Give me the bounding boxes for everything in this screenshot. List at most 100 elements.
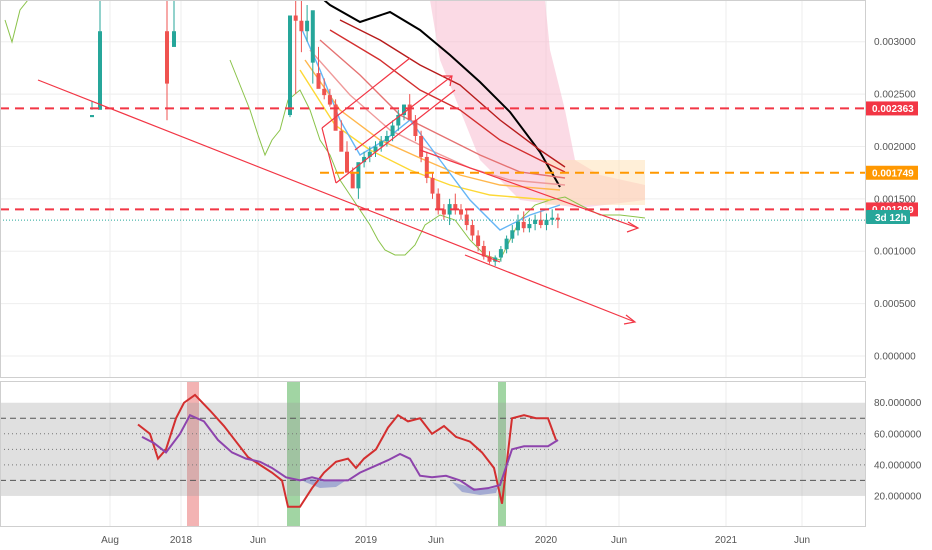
candle-body-21 [384,135,389,142]
candle-body-2 [165,31,169,84]
price-tick-3: 0.001500 [874,194,916,205]
candle-body-11 [327,95,332,105]
candle-body-23 [396,115,401,126]
indicator-series-0 [137,393,557,508]
channel-arrow-line [354,75,453,151]
countdown-tag: 3d 12h [866,210,910,224]
moving-average-0 [322,0,561,188]
time-tick-7: 2021 [715,535,738,546]
candle-body-27 [419,135,424,157]
price-tick-1: 0.002500 [874,90,916,101]
upper-trendline [419,149,639,229]
candle-body-43 [510,230,515,239]
candle-body-10 [322,88,327,96]
envelope-line-lower [229,59,646,261]
candle-body-20 [379,141,384,147]
trendlines [37,57,640,325]
time-tick-2: Jun [250,535,266,546]
candle-body-22 [390,125,395,136]
countdown-tag-box [866,210,910,224]
indicator-pane [0,381,866,527]
candle-body-8 [310,10,315,63]
candle-body-42 [504,238,509,250]
candle-body-32 [447,204,452,215]
candle-body-15 [350,172,355,189]
candle-body-49 [544,219,549,226]
moving-average-1 [339,19,566,168]
candle-body-14 [345,151,349,173]
candle-body-28 [424,156,429,178]
candle-body-39 [487,256,492,262]
indicator-pane-border [0,381,866,527]
moving-average-5 [304,59,561,191]
time-tick-1: 2018 [170,535,193,546]
time-axis[interactable]: Aug 2018 Jun 2019 Jun 2020 Jun 2021 Jun [101,535,810,546]
candle-body-24 [402,104,406,116]
moving-average-2 [329,29,566,173]
time-tick-0: Aug [101,535,119,546]
candle-body-17 [362,156,367,163]
indicator-tick-2: 40.000000 [874,460,922,471]
level-tag-text-0: 0.002363 [872,104,914,115]
envelope-line [4,0,29,44]
candle-body-35 [464,214,469,226]
countdown-tag-text: 3d 12h [875,213,907,224]
price-tick-5: 0.000500 [874,299,916,310]
indicator-grid [109,381,803,527]
price-axis[interactable]: 0.003000 0.002500 0.002000 0.001500 0.001000… [866,37,918,362]
indicator-highlight-1 [287,381,300,527]
price-tick-0: 0.003000 [874,37,916,48]
price-tick-4: 0.001000 [874,247,916,258]
candle-body-36 [470,225,475,236]
time-tick-6: Jun [611,535,627,546]
candle-body-1 [98,31,102,110]
candle-body-48 [538,219,543,226]
lower-trendline-arrow [623,314,637,325]
indicator-series [137,393,559,508]
candle-body-45 [521,221,526,229]
candle-body-30 [436,193,441,210]
candle-body-47 [533,219,538,224]
long-trendline [37,79,501,263]
candle-body-31 [441,209,446,215]
candle-body-18 [367,151,372,157]
candle-body-5 [293,15,298,21]
time-tick-3: 2019 [355,535,378,546]
indicator-tick-3: 20.000000 [874,491,922,502]
level-tag-0 [866,101,918,116]
candle-body-34 [459,209,463,215]
time-tick-4: Jun [428,535,444,546]
candle-body-25 [407,104,412,121]
candle-body-6 [299,20,304,32]
price-pane [0,0,866,378]
level-tag-1 [866,165,918,180]
price-levels [0,107,866,211]
indicator-tick-0: 80.000000 [874,398,922,409]
channel-upper [321,57,411,129]
candle-body-4 [288,15,292,116]
candle-body-26 [413,120,418,136]
candle-body-50 [550,217,555,220]
candle-body-51 [555,217,560,220]
candle-body-44 [516,221,520,231]
channel-lower [335,89,456,184]
candle-body-33 [453,204,458,210]
candle-body-7 [305,20,310,32]
candle-body-16 [356,162,361,189]
indicator-highlights [187,381,506,527]
indicator-tick-1: 60.000000 [874,429,922,440]
candle-body-3 [172,31,176,47]
time-tick-5: 2020 [535,535,558,546]
candle-body-46 [527,223,532,229]
moving-average-4 [309,49,566,186]
indicator-pane-background [0,381,866,527]
candle-body-41 [498,249,503,258]
candle-body-0 [90,115,94,118]
oversold-fill-2 [452,482,498,495]
candle-body-29 [430,177,435,194]
indicator-axis[interactable]: 80.000000 60.000000 40.000000 20.000000 [874,398,922,502]
price-pane-border [0,0,866,378]
price-tick-6: 0.000000 [874,351,916,362]
upper-trendline-arrow [626,221,640,233]
